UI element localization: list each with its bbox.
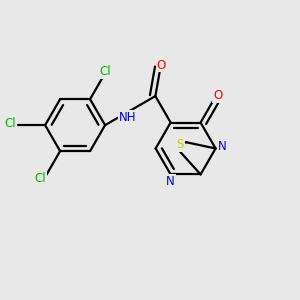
Text: S: S [176, 139, 184, 152]
Text: O: O [213, 89, 222, 102]
Text: NH: NH [119, 111, 136, 124]
Text: N: N [218, 140, 227, 153]
Text: N: N [166, 175, 175, 188]
Text: O: O [157, 58, 166, 71]
Text: Cl: Cl [4, 117, 16, 130]
Text: Cl: Cl [34, 172, 46, 185]
Text: Cl: Cl [100, 65, 111, 78]
